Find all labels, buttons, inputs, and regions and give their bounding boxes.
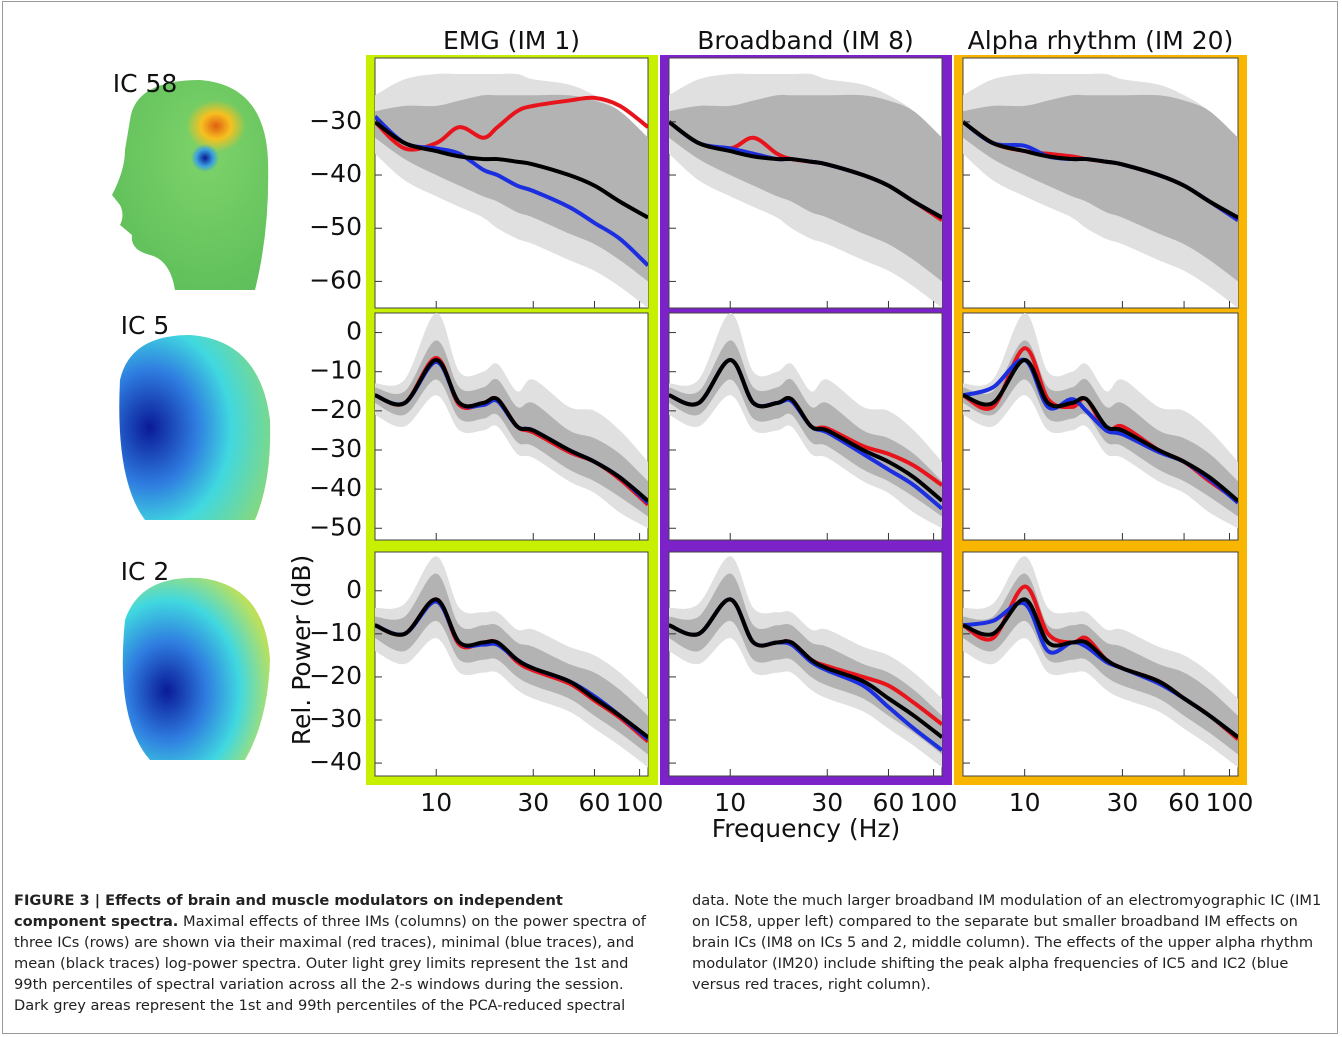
x-tick-label: 30	[811, 788, 843, 817]
mean-trace	[669, 120, 942, 220]
x-tick-label: 60	[873, 788, 905, 817]
y-tick-label: 0	[346, 575, 362, 604]
column-title: Alpha rhythm (IM 20)	[968, 26, 1234, 55]
mean-trace	[669, 357, 942, 503]
y-tick-label: −40	[309, 159, 362, 188]
inner-percentile-band	[669, 94, 942, 282]
x-tick-label: 60	[1168, 788, 1200, 817]
plot	[375, 313, 648, 529]
y-tick-label: −30	[309, 434, 362, 463]
caption-title: FIGURE 3 | Effects of brain and muscle m…	[14, 892, 563, 930]
column-title: EMG (IM 1)	[443, 26, 580, 55]
caption-text: Maximal effects of three IMs (columns) o…	[14, 892, 1322, 1014]
head-map	[122, 577, 271, 760]
x-tick-label: 10	[420, 788, 452, 817]
y-tick-label: −30	[309, 106, 362, 135]
y-tick-label: −50	[309, 512, 362, 541]
inner-percentile-band	[375, 573, 648, 755]
x-tick-label: 100	[910, 788, 958, 817]
x-tick-label: 30	[517, 788, 549, 817]
row-label: IC 2	[121, 557, 170, 586]
min-trace	[375, 115, 648, 267]
row-label: IC 58	[113, 69, 178, 98]
plot	[669, 313, 942, 529]
mean-trace	[963, 597, 1238, 739]
plot	[963, 313, 1238, 529]
y-tick-label: −20	[309, 661, 362, 690]
inner-percentile-band	[963, 94, 1238, 282]
figure: Rel. Power (dB) Frequency (Hz) EMG (IM 1…	[112, 26, 1254, 843]
x-tick-label: 30	[1107, 788, 1139, 817]
y-tick-label: 0	[346, 317, 362, 346]
head-map	[112, 80, 269, 290]
y-tick-label: −30	[309, 704, 362, 733]
x-tick-label: 10	[1009, 788, 1041, 817]
y-axis-label: Rel. Power (dB)	[287, 555, 316, 746]
caption: FIGURE 3 | Effects of brain and muscle m…	[14, 890, 1324, 1016]
plot	[375, 73, 648, 308]
inner-percentile-band	[375, 94, 648, 282]
inner-percentile-band	[669, 340, 942, 517]
x-axis-label: Frequency (Hz)	[712, 814, 901, 843]
y-tick-label: −50	[309, 212, 362, 241]
row-label: IC 5	[121, 311, 170, 340]
y-tick-label: −60	[309, 265, 362, 294]
x-tick-label: 100	[616, 788, 664, 817]
head-map	[119, 335, 271, 520]
mean-trace	[669, 597, 942, 739]
inner-percentile-band	[669, 573, 942, 755]
y-tick-label: −40	[309, 747, 362, 776]
plot	[669, 556, 942, 768]
plot	[963, 73, 1238, 308]
y-tick-label: −40	[309, 473, 362, 502]
plot	[669, 73, 942, 308]
inner-percentile-band	[963, 340, 1238, 517]
mean-trace	[375, 597, 648, 739]
mean-trace	[963, 357, 1238, 503]
mean-trace	[963, 120, 1238, 220]
max-trace	[375, 95, 648, 152]
mean-trace	[375, 120, 648, 220]
y-tick-label: −10	[309, 618, 362, 647]
inner-percentile-band	[375, 340, 648, 517]
x-tick-label: 100	[1206, 788, 1254, 817]
y-tick-label: −10	[309, 356, 362, 385]
plot	[963, 556, 1238, 768]
x-tick-label: 60	[579, 788, 611, 817]
x-tick-label: 10	[714, 788, 746, 817]
column-title: Broadband (IM 8)	[697, 26, 914, 55]
y-tick-label: −20	[309, 395, 362, 424]
plot	[375, 556, 648, 768]
mean-trace	[375, 357, 648, 503]
